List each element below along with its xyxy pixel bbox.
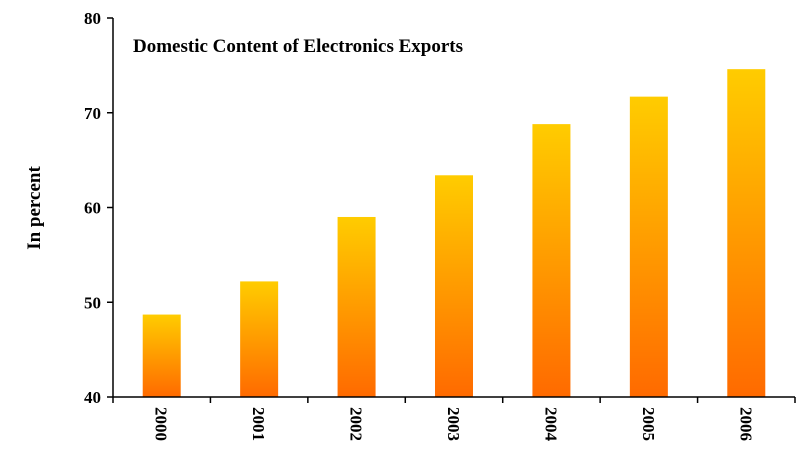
axes-group	[107, 17, 796, 403]
y-tick-label-40: 40	[84, 388, 101, 407]
bar-2000	[142, 314, 181, 397]
bars-group	[142, 69, 766, 398]
chart-title: Domestic Content of Electronics Exports	[133, 36, 463, 57]
x-tick-label-2000: 2000	[152, 407, 171, 441]
x-tick-label-2005: 2005	[639, 407, 658, 441]
bar-2006	[727, 69, 766, 397]
y-tick-labels: 40 50 60 70 80	[84, 9, 101, 407]
y-axis-label: In percent	[24, 166, 45, 250]
x-tick-label-2001: 2001	[249, 407, 268, 441]
bar-2005	[629, 96, 668, 397]
bar-2002	[337, 216, 376, 397]
x-tick-label-2003: 2003	[444, 407, 463, 441]
y-tick-label-80: 80	[84, 9, 101, 28]
bar-2001	[240, 281, 279, 397]
bar-2004	[532, 124, 571, 398]
y-tick-label-60: 60	[84, 199, 101, 218]
y-tick-label-50: 50	[84, 293, 101, 312]
x-tick-label-2006: 2006	[736, 407, 755, 441]
bar-2003	[435, 175, 473, 397]
x-tick-label-2004: 2004	[541, 407, 560, 442]
y-tick-label-70: 70	[84, 104, 101, 123]
x-tick-label-2002: 2002	[347, 407, 366, 441]
x-tick-labels: 2000 2001 2002 2003 2004 2005 2006	[152, 407, 756, 442]
